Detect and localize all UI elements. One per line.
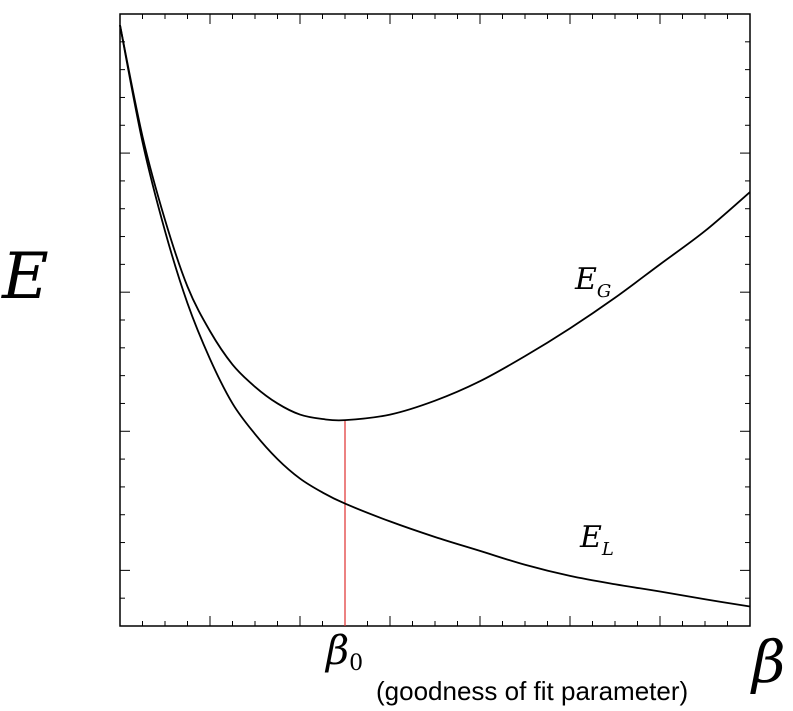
- x-axis-description: (goodness of fit parameter): [376, 676, 689, 706]
- series-el-line: [119, 24, 751, 608]
- beta0-symbol: β: [326, 628, 350, 674]
- series-eg-line: [119, 24, 751, 422]
- series-label-eg-main: E: [575, 262, 597, 297]
- series-label-el: EL: [580, 520, 614, 560]
- series-label-eg: EG: [575, 262, 611, 302]
- series-layer: [119, 24, 751, 608]
- beta0-marker-label: β0: [326, 628, 363, 676]
- axis-ticks: [120, 14, 750, 626]
- beta0-subscript: 0: [349, 651, 364, 676]
- series-label-el-main: E: [580, 520, 602, 555]
- plot-frame: [119, 13, 751, 627]
- series-label-el-sub: L: [601, 539, 614, 560]
- y-axis-label: E: [2, 240, 49, 314]
- series-label-eg-sub: G: [596, 281, 612, 302]
- x-axis-symbol: β: [752, 628, 786, 696]
